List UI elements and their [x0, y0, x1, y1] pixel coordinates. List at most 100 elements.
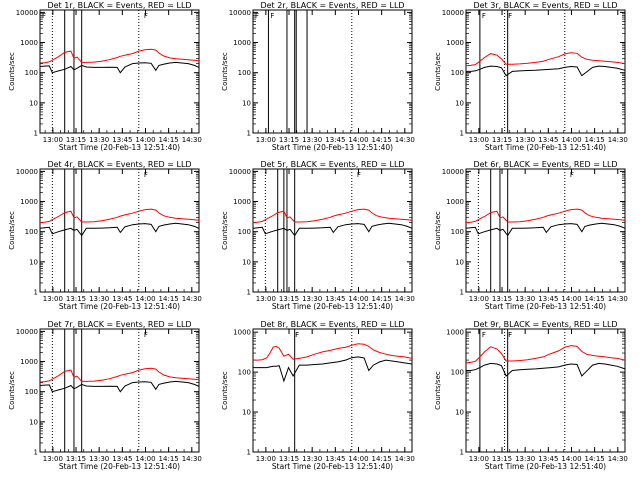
x-tick-label: 13:45	[325, 455, 345, 463]
y-tick-label: 1000	[20, 198, 38, 206]
x-tick-label: 13:00	[256, 136, 276, 144]
x-tick-label: 14:15	[159, 295, 179, 303]
series-line-lld	[252, 208, 413, 224]
x-tick-label: 14:15	[372, 136, 392, 144]
flag-marker: F	[144, 12, 148, 20]
y-tick-label: 1	[247, 289, 251, 297]
series-line-events	[253, 356, 413, 383]
y-axis-label: Counts/sec	[221, 371, 229, 410]
x-tick-label: 14:30	[608, 455, 628, 463]
x-tick-label: 13:30	[302, 455, 322, 463]
x-tick-label: 13:00	[469, 136, 489, 144]
x-tick-label: 13:15	[279, 295, 299, 303]
y-tick-label: 10	[29, 418, 38, 426]
x-tick-label: 13:00	[256, 455, 276, 463]
series-line-lld	[39, 208, 200, 224]
x-tick-label: 14:30	[182, 295, 202, 303]
x-tick-label: 13:45	[325, 295, 345, 303]
x-tick-label: 14:00	[348, 455, 368, 463]
panel-det-7: Det 7r, BLACK = Events, RED = LLD 1 10 100 1…	[8, 320, 202, 471]
flag-marker: F	[144, 171, 148, 179]
x-tick-label: 13:45	[538, 136, 558, 144]
x-tick-label: 14:15	[585, 455, 605, 463]
x-tick-label: 14:30	[395, 136, 415, 144]
x-axis-label: Start Time (20-Feb-13 12:51:40)	[59, 462, 180, 471]
plot-frame	[39, 9, 200, 134]
panel-det-1: Det 1r, BLACK = Events, RED = LLD 1 10 100 1…	[8, 1, 202, 152]
y-tick-label: 10000	[229, 9, 251, 17]
y-tick-label: 10	[455, 99, 464, 107]
x-tick-label: 13:15	[66, 455, 86, 463]
plot-frame	[252, 9, 413, 134]
flag-marker: F	[482, 331, 486, 339]
x-tick-label: 14:30	[395, 295, 415, 303]
series-line-lld	[39, 367, 200, 383]
y-tick-label: 1000	[446, 329, 464, 337]
y-tick-label: 10	[29, 99, 38, 107]
series-line-lld	[465, 208, 626, 224]
series-line-events	[39, 222, 200, 237]
x-tick-label: 14:00	[135, 455, 155, 463]
x-tick-label: 14:00	[561, 455, 581, 463]
x-tick-label: 13:30	[515, 295, 535, 303]
x-tick-label: 13:15	[279, 455, 299, 463]
y-tick-label: 10000	[229, 168, 251, 176]
flag-marker: F	[508, 12, 512, 20]
flag-marker: F	[508, 331, 512, 339]
x-tick-label: 14:00	[135, 295, 155, 303]
y-axis-label: Counts/sec	[434, 211, 442, 250]
x-tick-label: 14:30	[608, 295, 628, 303]
panel-title: Det 1r, BLACK = Events, RED = LLD	[47, 1, 191, 10]
x-axis-label: Start Time (20-Feb-13 12:51:40)	[59, 143, 180, 152]
x-tick-label: 13:45	[538, 455, 558, 463]
panel-det-4: Det 4r, BLACK = Events, RED = LLD 1 10 100 1…	[8, 160, 202, 311]
y-axis-label: Counts/sec	[434, 52, 442, 91]
x-axis-label: Start Time (20-Feb-13 12:51:40)	[272, 462, 393, 471]
y-axis-label: Counts/sec	[8, 371, 16, 410]
panel-title: Det 4r, BLACK = Events, RED = LLD	[47, 160, 191, 169]
panel-det-3: Det 3r, BLACK = Events, RED = LLD 1 10 100 1…	[434, 1, 628, 152]
flag-marker: F	[42, 12, 46, 20]
x-tick-label: 14:15	[159, 136, 179, 144]
x-tick-label: 13:45	[325, 136, 345, 144]
y-tick-label: 1	[460, 130, 464, 138]
flag-marker: F	[482, 12, 486, 20]
x-tick-label: 14:15	[159, 455, 179, 463]
panel-title: Det 2r, BLACK = Events, RED = LLD	[260, 1, 404, 10]
y-axis-label: Counts/sec	[8, 211, 16, 250]
series-line-events	[39, 61, 200, 74]
panel-title: Det 8r, BLACK = Events, RED = LLD	[260, 320, 404, 329]
y-tick-label: 10	[242, 258, 251, 266]
y-tick-label: 1	[460, 449, 464, 457]
x-tick-label: 14:15	[372, 295, 392, 303]
panel-det-2: Det 2r, BLACK = Events, RED = LLD 1 10 100 1…	[221, 1, 415, 152]
panel-title: Det 9r, BLACK = Events, RED = LLD	[473, 320, 617, 329]
x-axis-label: Start Time (20-Feb-13 12:51:40)	[59, 302, 180, 311]
y-tick-label: 10	[455, 258, 464, 266]
plot-frame	[39, 168, 200, 293]
y-tick-label: 1	[247, 449, 251, 457]
series-line-lld	[465, 345, 626, 364]
panel-title: Det 3r, BLACK = Events, RED = LLD	[473, 1, 617, 10]
plot-frame	[252, 328, 413, 453]
x-axis-label: Start Time (20-Feb-13 12:51:40)	[485, 143, 606, 152]
plot-frame	[39, 328, 200, 453]
flag-marker: F	[255, 12, 259, 20]
x-axis-label: Start Time (20-Feb-13 12:51:40)	[272, 143, 393, 152]
panel-det-8: Det 8r, BLACK = Events, RED = LLD 1 10 100 1…	[221, 320, 415, 471]
x-tick-label: 14:30	[182, 455, 202, 463]
x-tick-label: 13:30	[89, 455, 109, 463]
y-tick-label: 1000	[233, 329, 251, 337]
panel-det-5: Det 5r, BLACK = Events, RED = LLD 1 10 100 1…	[221, 160, 415, 311]
y-tick-label: 1000	[446, 39, 464, 47]
x-tick-label: 13:00	[469, 455, 489, 463]
y-tick-label: 100	[25, 69, 38, 77]
x-tick-label: 13:00	[43, 136, 63, 144]
plot-frame	[465, 168, 626, 293]
series-line-events	[39, 380, 200, 393]
y-tick-label: 100	[25, 388, 38, 396]
y-tick-label: 10000	[442, 168, 464, 176]
y-tick-label: 1000	[233, 198, 251, 206]
x-tick-label: 13:30	[89, 295, 109, 303]
